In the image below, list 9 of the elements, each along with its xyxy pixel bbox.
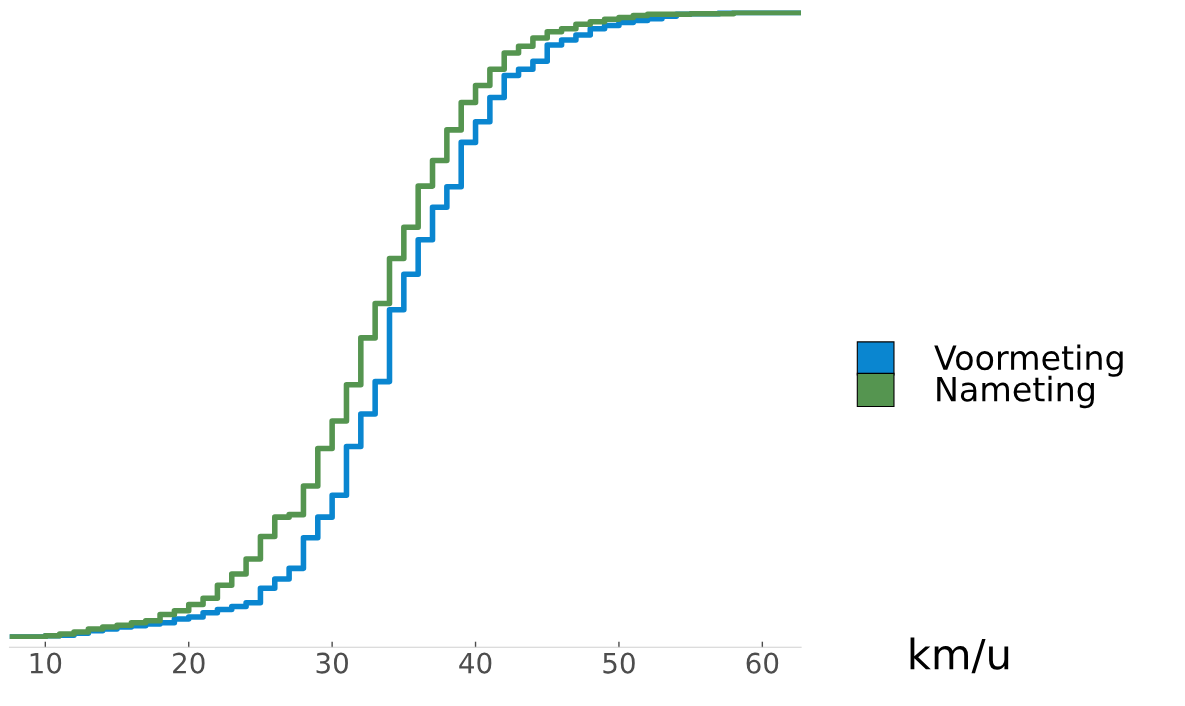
x-axis-title: km/u: [910, 637, 1009, 674]
x-tick-label: 60: [746, 652, 779, 674]
x-tick-label: 30: [316, 652, 348, 674]
x-tick-label: 10: [30, 652, 62, 674]
x-tick-label: 20: [173, 652, 205, 674]
legend-label: Voormeting: [934, 344, 1123, 377]
x-tick-label: 40: [459, 652, 492, 674]
x-tick-label: 50: [603, 652, 635, 674]
legend-label: Nameting: [937, 375, 1094, 409]
